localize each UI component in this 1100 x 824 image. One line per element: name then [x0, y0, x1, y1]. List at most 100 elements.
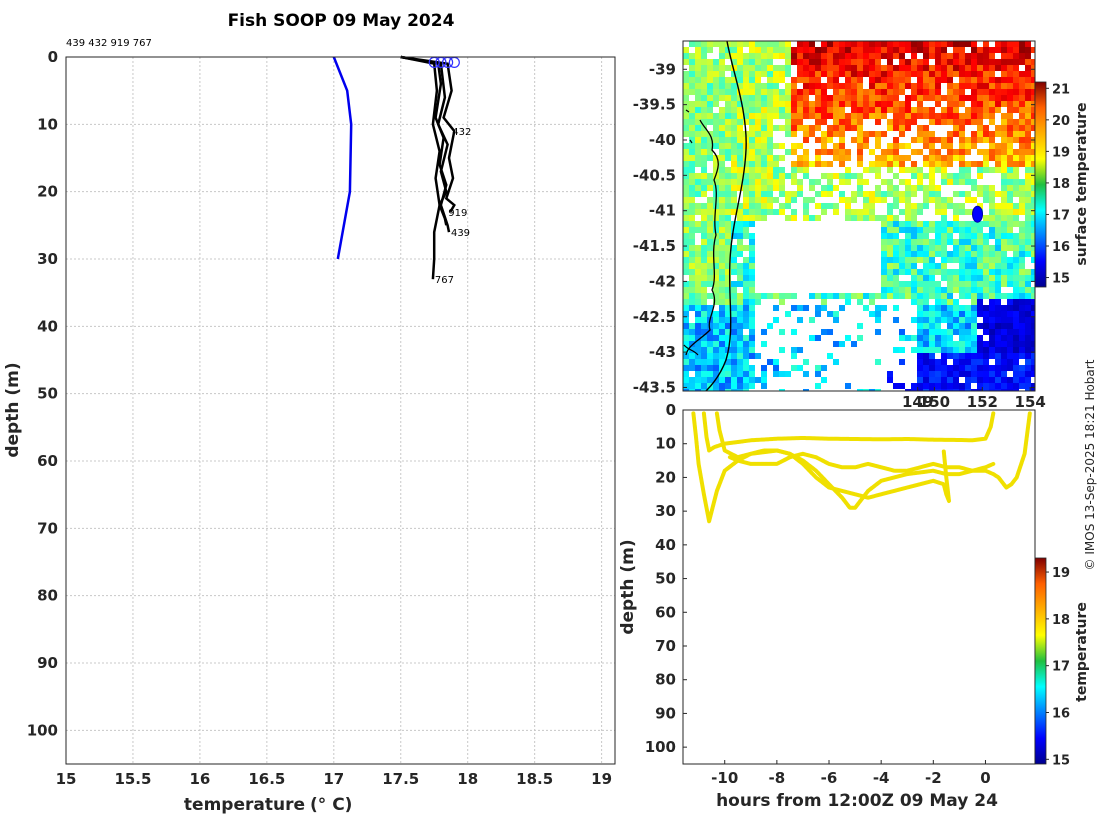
sst-map-cell: [917, 47, 923, 53]
sst-map-cell: [857, 209, 863, 215]
sst-map-cell: [791, 293, 797, 299]
sst-map-cell: [1001, 113, 1007, 119]
sst-map-cell: [869, 95, 875, 101]
sst-map-cell: [1025, 77, 1031, 83]
sst-map-cell: [737, 131, 743, 137]
sst-map-cell: [755, 113, 761, 119]
sst-map-cell: [989, 101, 995, 107]
sst-map-cell: [803, 203, 809, 209]
sst-map-cell: [695, 155, 701, 161]
sst-map-cell: [1025, 83, 1031, 89]
sst-map-cell: [695, 185, 701, 191]
sst-map-cell: [773, 161, 779, 167]
sst-map-cell: [833, 311, 839, 317]
profile-x-tick-label: 19: [591, 770, 612, 788]
sst-map-cell: [743, 275, 749, 281]
sst-map-cell: [989, 155, 995, 161]
sst-map-cell: [725, 299, 731, 305]
sst-map-cell: [767, 65, 773, 71]
sst-map-cell: [929, 185, 935, 191]
sst-map-cell: [947, 389, 953, 391]
sst-map-cell: [845, 47, 851, 53]
sst-map-cell: [887, 125, 893, 131]
sst-map-cell: [761, 341, 767, 347]
sst-map-cell: [749, 221, 755, 227]
sst-map-cell: [833, 89, 839, 95]
sst-map-cell: [701, 173, 707, 179]
sst-map-cell: [737, 77, 743, 83]
sst-map-cell: [1025, 287, 1031, 293]
sst-map-cell: [1019, 275, 1025, 281]
sst-map-cell: [833, 209, 839, 215]
sst-map-cell: [875, 293, 881, 299]
time-depth-x-ticks: -10 -8 -6 -4 -2 0: [711, 760, 991, 787]
sst-map-cell: [845, 59, 851, 65]
sst-map-cell: [707, 263, 713, 269]
sst-map-cell: [887, 221, 893, 227]
sst-map-cell: [725, 143, 731, 149]
sst-map-cell: [965, 323, 971, 329]
sst-map-cell: [761, 179, 767, 185]
sst-map-cell: [761, 203, 767, 209]
sst-map-cell: [1031, 365, 1035, 371]
sst-map-cell: [713, 101, 719, 107]
sst-map-cell: [905, 245, 911, 251]
sst-map-cell: [923, 377, 929, 383]
sst-map-cell: [851, 293, 857, 299]
sst-map-cell: [689, 299, 695, 305]
time-depth-x-tick-label: -10: [711, 769, 738, 787]
sst-map-cell: [941, 347, 947, 353]
time-depth-y-tick-label: 30: [655, 502, 676, 520]
sst-map-cell: [701, 185, 707, 191]
sst-map-cell: [881, 269, 887, 275]
sst-map-cell: [731, 137, 737, 143]
sst-map-cell: [893, 269, 899, 275]
sst-map-cell: [881, 257, 887, 263]
sst-map-cell: [1013, 107, 1019, 113]
sst-map-cell: [911, 95, 917, 101]
sst-map-cell: [761, 107, 767, 113]
sst-map-cell: [971, 101, 977, 107]
sst-map-cell: [821, 293, 827, 299]
sst-map-cell: [899, 227, 905, 233]
sst-map-cell: [911, 221, 917, 227]
sst-map-cell: [1007, 71, 1013, 77]
sst-map-cell: [869, 83, 875, 89]
sst-map-cell: [713, 77, 719, 83]
sst-map-cell: [1025, 353, 1031, 359]
sst-map-cell: [851, 137, 857, 143]
profile-y-tick-label: 50: [37, 385, 58, 403]
sst-map-cell: [917, 245, 923, 251]
sst-map-cell: [911, 383, 917, 389]
sst-map-cell: [887, 377, 893, 383]
sst-map-cell: [707, 335, 713, 341]
sst-map-cell: [1031, 113, 1035, 119]
sst-map-cell: [725, 83, 731, 89]
sst-map-cell: [971, 197, 977, 203]
sst-map-cell: [749, 137, 755, 143]
sst-map-cell: [1025, 311, 1031, 317]
sst-map-cell: [761, 365, 767, 371]
sst-map-cell: [995, 239, 1001, 245]
sst-map-cell: [875, 389, 881, 391]
sst-map-cell: [977, 281, 983, 287]
sst-map-cell: [995, 257, 1001, 263]
sst-map-cell: [1025, 317, 1031, 323]
sst-map-cell: [977, 347, 983, 353]
sst-map-cell: [701, 383, 707, 389]
sst-map-cell: [1031, 317, 1035, 323]
sst-map-cell: [767, 203, 773, 209]
sst-map-cell: [905, 263, 911, 269]
sst-map-cell: [1025, 383, 1031, 389]
sst-map-cell: [1031, 167, 1035, 173]
sst-map-cell: [683, 191, 689, 197]
sst-map-cell: [1007, 347, 1013, 353]
sst-map-cell: [893, 317, 899, 323]
sst-map-cell: [911, 317, 917, 323]
sst-map-cell: [707, 359, 713, 365]
sst-map-cell: [695, 329, 701, 335]
sst-map-cell: [929, 353, 935, 359]
sst-map-cell: [971, 119, 977, 125]
sst-map-cell: [839, 137, 845, 143]
